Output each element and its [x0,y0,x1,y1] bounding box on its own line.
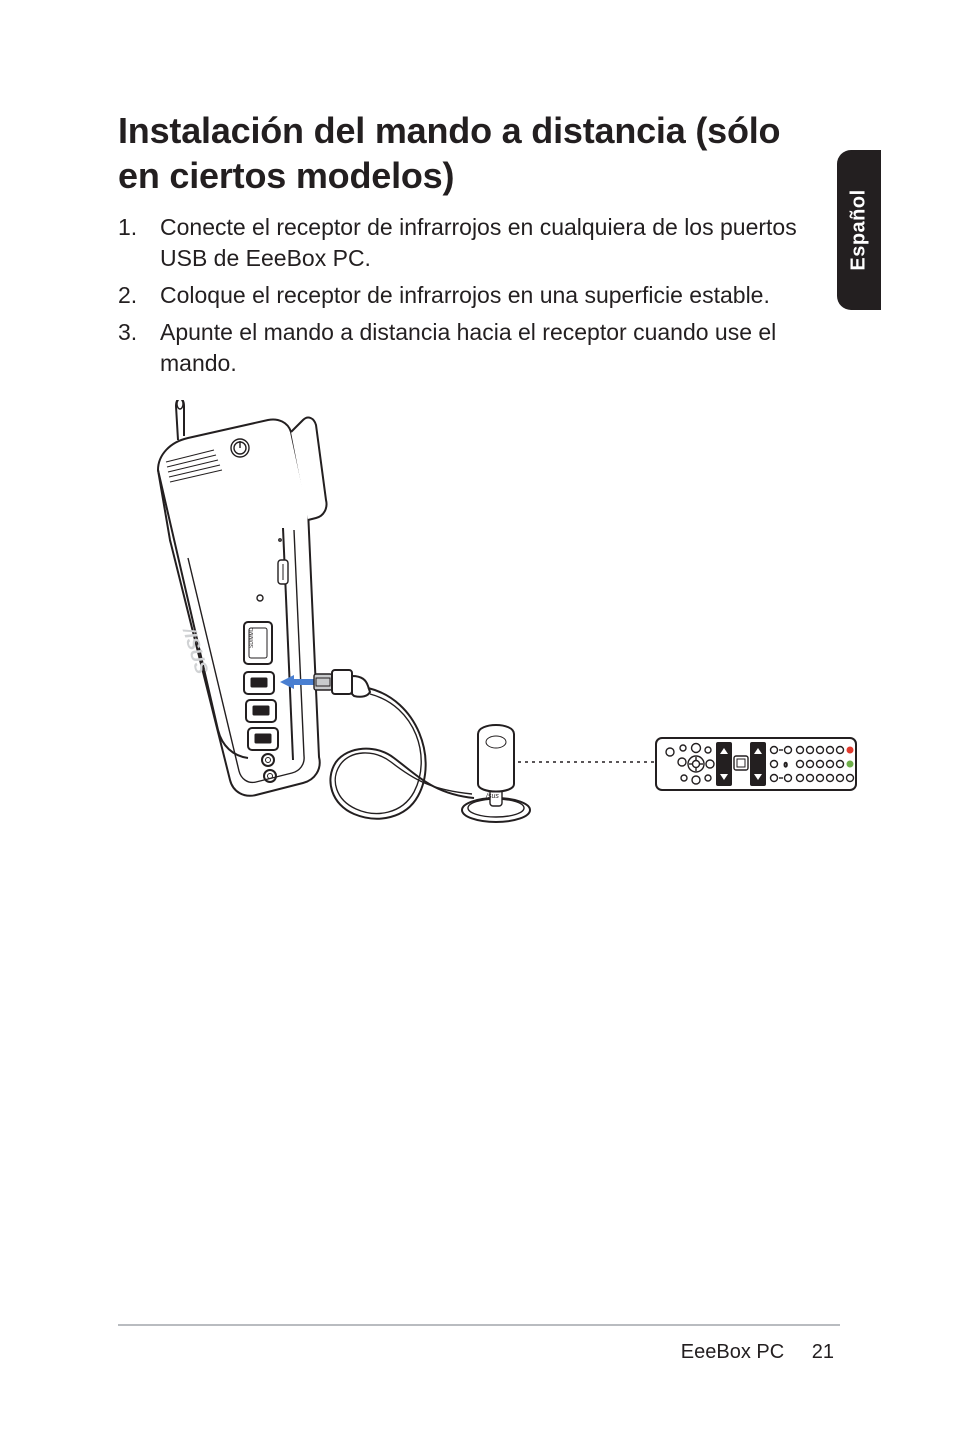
remote-led-green [847,761,854,768]
footer-rule [118,1324,840,1326]
list-item: 3. Apunte el mando a distancia hacia el … [118,317,818,379]
steps-list: 1. Conecte el receptor de infrarrojos en… [118,212,818,379]
language-side-tab: Español [837,150,881,310]
eeebox-device: SD/MMC /I [158,400,327,796]
step-text: Coloque el receptor de infrarrojos en un… [160,280,818,311]
usb-ports [244,672,278,750]
setup-illustration: SD/MMC /I [118,400,858,840]
svg-text:SD/MMC: SD/MMC [249,627,255,648]
page: Español Instalación del mando a distanci… [0,0,954,1438]
remote-control: 0 [656,738,856,790]
step-number: 3. [118,317,160,379]
page-title: Instalación del mando a distancia (sólo … [118,108,818,198]
list-item: 2. Coloque el receptor de infrarrojos en… [118,280,818,311]
remote-led-red [847,747,854,754]
footer-product: EeeBox PC [681,1341,784,1363]
list-item: 1. Conecte el receptor de infrarrojos en… [118,212,818,274]
ir-cable [330,688,474,819]
step-text: Conecte el receptor de infrarrojos en cu… [160,212,818,274]
ir-receiver: /sus [462,725,530,822]
language-label: Español [848,189,871,270]
step-number: 1. [118,212,160,274]
svg-text:/sus: /sus [485,793,499,800]
step-text: Apunte el mando a distancia hacia el rec… [160,317,818,379]
content-area: Instalación del mando a distancia (sólo … [118,108,818,385]
step-number: 2. [118,280,160,311]
footer: EeeBox PC 21 [681,1341,834,1364]
antenna-icon [176,400,184,440]
footer-page-number: 21 [812,1341,834,1364]
